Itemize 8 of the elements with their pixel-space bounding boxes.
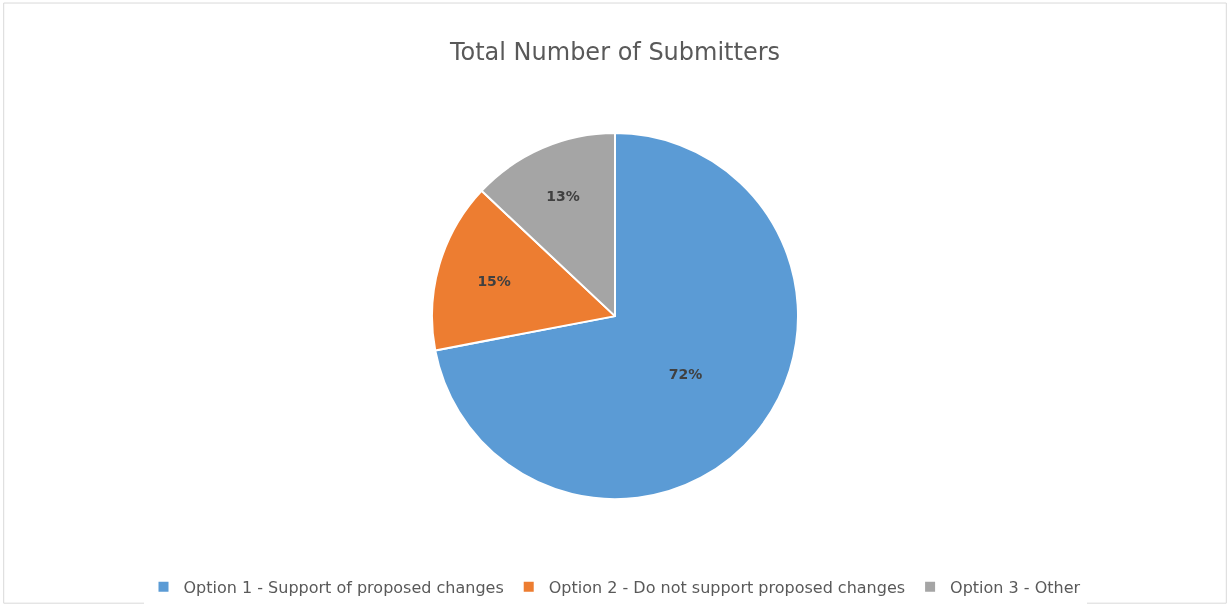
pie-slice bbox=[434, 132, 799, 500]
legend-label: Option 1 - Support of proposed changes bbox=[183, 577, 504, 597]
legend-label: Option 3 - Other bbox=[950, 577, 1081, 597]
data-label: 72% bbox=[668, 366, 703, 383]
chart-title: Total Number of Submitters bbox=[448, 37, 781, 66]
data-label: 15% bbox=[477, 273, 511, 289]
data-label: 13% bbox=[546, 187, 580, 204]
legend-label: Option 2 - Do not support proposed changes bbox=[548, 577, 906, 597]
